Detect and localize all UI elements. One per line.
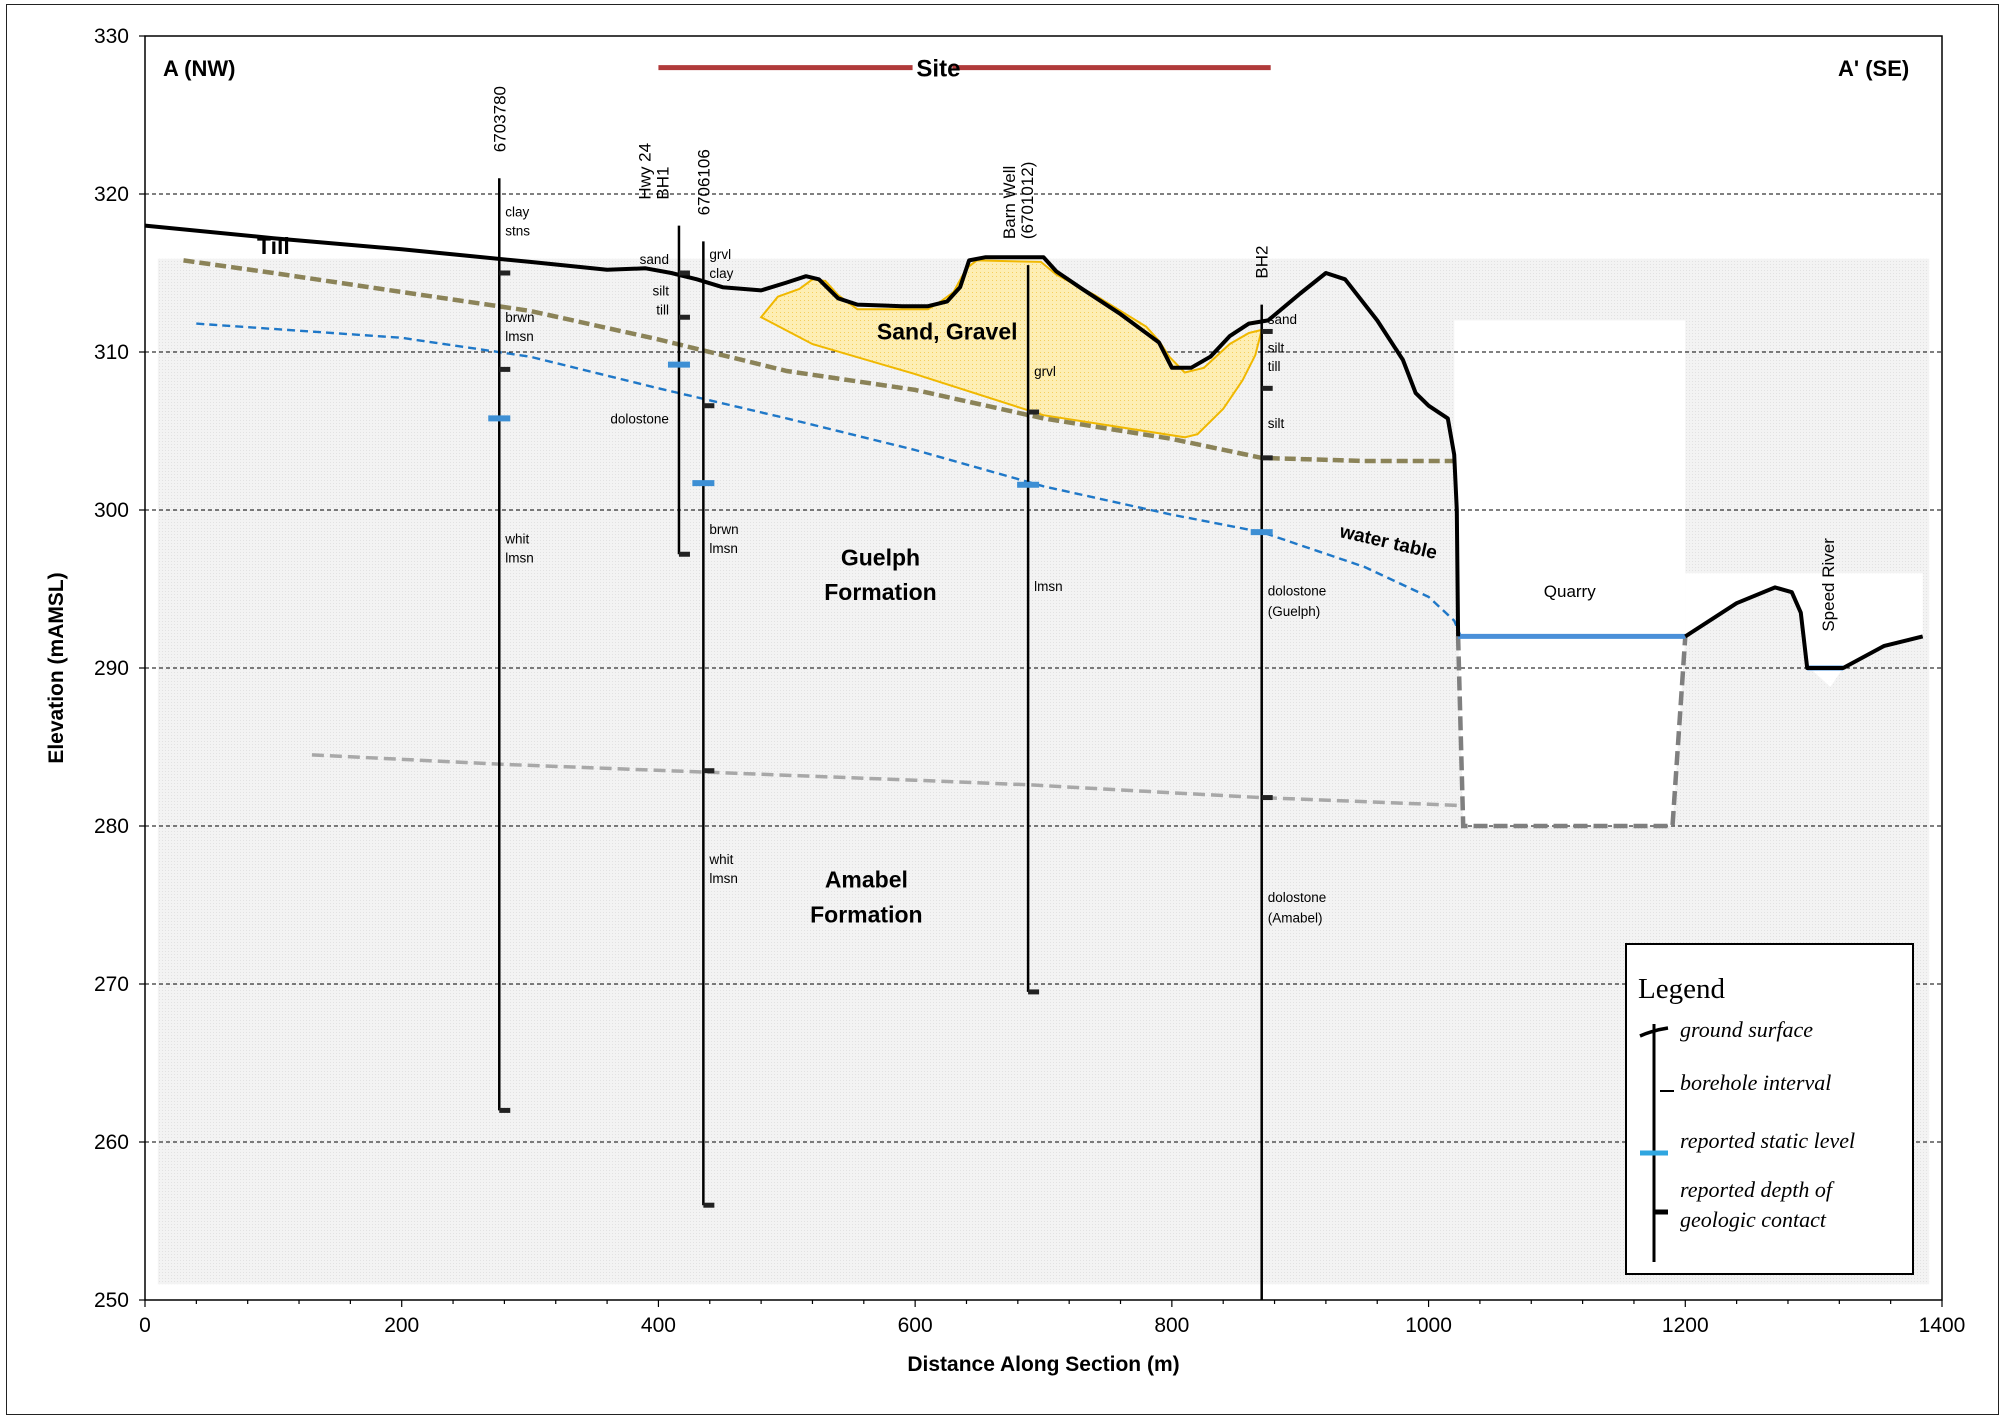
- x-tick-label: 1400: [1919, 1314, 1966, 1337]
- borehole-log-text: dolostone: [610, 411, 669, 426]
- borehole-log-text: grvl: [709, 247, 731, 262]
- legend-box: [1625, 943, 1914, 1275]
- x-tick-label: 600: [898, 1314, 933, 1337]
- formation-label: Amabel: [825, 867, 908, 893]
- ground-surface-se-line: [1684, 585, 1924, 670]
- x-tick-label: 0: [139, 1314, 151, 1337]
- y-tick-label: 280: [94, 815, 129, 838]
- borehole-name: BH1: [653, 167, 672, 200]
- y-tick-label: 320: [94, 183, 129, 206]
- bedrock-fill: [157, 258, 1930, 1285]
- section-end-label: A' (SE): [1838, 56, 1909, 81]
- quarry-void: [1458, 636, 1686, 826]
- borehole-log-text: lmsn: [1034, 579, 1063, 594]
- axes: 250 260 270 280 290 300 310 320 330 0 200 400 600 800…: [45, 25, 1965, 1376]
- borehole-log-text: lmsn: [709, 541, 738, 556]
- borehole-log-text: whit: [504, 531, 529, 546]
- river-label: Speed River: [1819, 538, 1838, 632]
- till-contact-line: [183, 258, 1455, 464]
- borehole-log-text: dolostone: [1268, 890, 1327, 905]
- borehole-log-text: lmsn: [709, 871, 738, 886]
- legend-ground-icon: [1639, 1026, 1669, 1038]
- y-tick-label: 330: [94, 25, 129, 48]
- legend-item-text: reported static level: [1680, 1128, 1855, 1153]
- borehole-name: 6703780: [490, 86, 509, 152]
- borehole-log-text: till: [656, 302, 669, 317]
- quarry-air: [1454, 320, 1686, 637]
- borehole-log-text: sand: [640, 252, 669, 267]
- borehole-name: Barn Well: [1000, 166, 1019, 239]
- y-tick-label: 310: [94, 341, 129, 364]
- borehole-log-text: whit: [708, 852, 733, 867]
- x-tick-label: 800: [1154, 1314, 1189, 1337]
- x-tick-label: 400: [641, 1314, 676, 1337]
- borehole-log-text: silt: [1268, 416, 1285, 431]
- unit-label: Sand, Gravel: [877, 318, 1018, 344]
- borehole-log-text: clay: [709, 266, 733, 281]
- borehole-log-text: grvl: [1034, 364, 1056, 379]
- legend: Legend ground surface borehole interval rep…: [1625, 943, 1914, 1275]
- borehole-log-text: brwn: [505, 310, 534, 325]
- y-tick-label: 260: [94, 1131, 129, 1154]
- legend-item-text: ground surface: [1680, 1017, 1813, 1042]
- se-sky: [1685, 573, 1923, 668]
- quarry-wall-line: [1455, 636, 1688, 829]
- borehole-log-text: silt: [1268, 340, 1285, 355]
- formation-label: Guelph: [841, 544, 920, 570]
- y-tick-label: 300: [94, 499, 129, 522]
- borehole-log-text: sand: [1268, 312, 1297, 327]
- y-tick-label: 270: [94, 973, 129, 996]
- formation-contact-line: [311, 753, 1461, 808]
- borehole-log-text: brwn: [709, 522, 738, 537]
- y-axis-label: Elevation (mAMSL): [45, 572, 68, 763]
- borehole-log-text: stns: [505, 223, 530, 238]
- section-start-label: A (NW): [163, 56, 236, 81]
- formation-label: Formation: [810, 901, 922, 927]
- quarry-label: Quarry: [1544, 582, 1596, 601]
- x-tick-label: 200: [384, 1314, 419, 1337]
- y-tick-label: 290: [94, 657, 129, 680]
- legend-item-text: reported depth of: [1680, 1177, 1835, 1202]
- river-notch: [1809, 668, 1844, 687]
- water-table-line: [196, 322, 1462, 637]
- legend-item-text: borehole interval: [1680, 1070, 1831, 1095]
- x-tick-label: 1000: [1405, 1314, 1452, 1337]
- borehole-log-text: silt: [652, 283, 669, 298]
- boreholes: clay stns brwn lmsn whit lmsn 6703780 sand silt t…: [488, 86, 1326, 1300]
- x-axis-label: Distance Along Section (m): [907, 1353, 1179, 1376]
- legend-item-text: geologic contact: [1680, 1207, 1827, 1232]
- site-label: Site: [916, 56, 960, 83]
- borehole-name: BH2: [1253, 246, 1272, 279]
- x-tick-label: 1200: [1662, 1314, 1709, 1337]
- geology: [144, 223, 1924, 829]
- borehole-log-text: clay: [505, 204, 529, 219]
- legend-title: Legend: [1638, 973, 1725, 1005]
- formation-label: Formation: [824, 579, 936, 605]
- borehole-log-text: (Guelph): [1268, 604, 1321, 619]
- borehole-name: 6706106: [694, 149, 713, 215]
- borehole-log-text: lmsn: [505, 329, 534, 344]
- y-tick-label: 250: [94, 1289, 129, 1312]
- unit-label: Till: [257, 233, 290, 259]
- borehole-name: Hwy 24: [635, 143, 654, 200]
- borehole-log-text: dolostone: [1268, 584, 1327, 599]
- borehole-log-text: (Amabel): [1268, 911, 1323, 926]
- borehole-log-text: lmsn: [505, 550, 534, 565]
- ground-surface-line: [144, 223, 1461, 637]
- borehole-name: (6701012): [1018, 162, 1037, 240]
- borehole-log-text: till: [1268, 359, 1281, 374]
